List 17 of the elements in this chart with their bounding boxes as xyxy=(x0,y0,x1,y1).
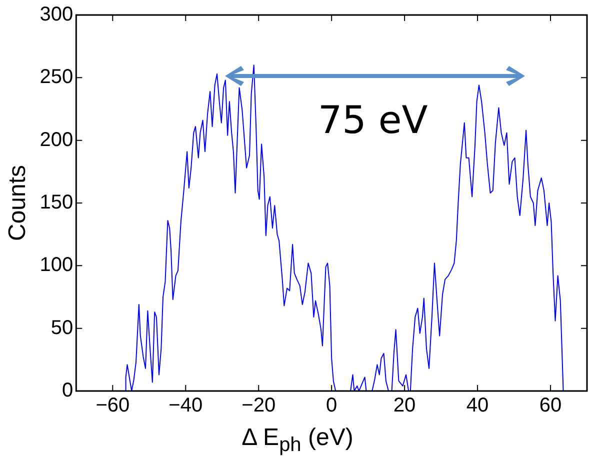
y-axis-title: Counts xyxy=(4,164,32,242)
annotation: 75 eV xyxy=(318,97,428,143)
x-tick-label: −20 xyxy=(242,394,276,417)
y-tick-label: 250 xyxy=(40,66,74,88)
x-tick-label: 60 xyxy=(539,394,562,417)
x-tick-label: 0 xyxy=(326,394,338,417)
y-tick-label: 200 xyxy=(40,128,74,151)
x-tick-label: 40 xyxy=(466,394,489,417)
y-tick-label: 150 xyxy=(40,192,74,214)
x-axis-title: Δ E$_{ph}$ (eV) xyxy=(240,424,354,457)
y-tick-label: 100 xyxy=(40,254,74,276)
x-tick-label: 20 xyxy=(393,394,416,417)
y-tick-label: 0 xyxy=(62,380,74,402)
y-tick-label: 50 xyxy=(50,316,74,339)
y-tick-label: 300 xyxy=(40,4,74,26)
x-tick-label: −40 xyxy=(168,394,203,417)
x-tick-label: −60 xyxy=(96,394,130,417)
